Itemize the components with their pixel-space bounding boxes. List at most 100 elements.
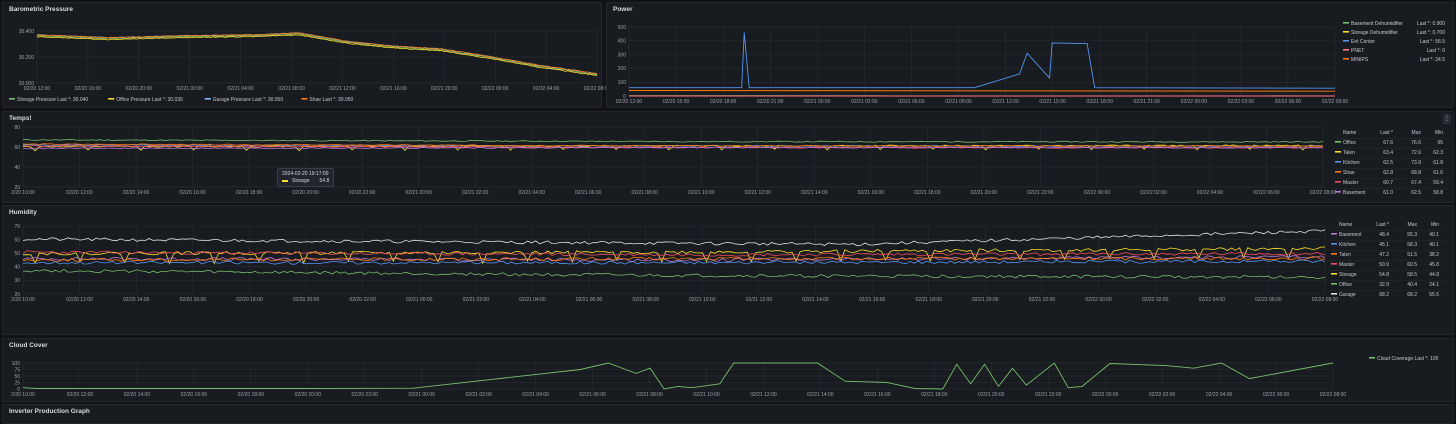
legend-swatch <box>1335 171 1341 173</box>
legend-swatch <box>1331 253 1337 255</box>
legend-name: Master <box>1339 262 1355 268</box>
legend-min: 65 <box>1437 140 1443 146</box>
legend-min: 44.8 <box>1429 272 1439 278</box>
y-tick-label: 100 <box>618 80 627 86</box>
legend-min: 61.6 <box>1433 170 1443 176</box>
y-tick-label: 30.400 <box>19 29 35 35</box>
x-tick-label: 02/21 16:00 <box>380 86 407 92</box>
legend-swatch <box>108 98 114 100</box>
legend-max: 73.9 <box>1411 160 1421 166</box>
x-tick-label: 02/21 00:00 <box>405 190 432 196</box>
x-tick-label: 02/21 20:00 <box>971 190 998 196</box>
x-tick-label: 02/21 00:00 <box>408 392 435 398</box>
legend-header: Name <box>1339 222 1353 228</box>
x-tick-label: 02/21 18:00 <box>1086 99 1113 105</box>
x-tick-label: 02/21 14:00 <box>807 392 834 398</box>
legend-swatch <box>1343 49 1349 51</box>
legend-name: Storage Dehumidifier <box>1351 30 1398 36</box>
legend-header: Max <box>1412 130 1422 136</box>
y-tick-label: 70 <box>14 224 20 230</box>
y-tick-label: 500 <box>618 25 627 31</box>
x-tick-label: 02/22 08:00 <box>1320 392 1347 398</box>
legend-min: 55.6 <box>1429 292 1439 298</box>
legend-swatch <box>1331 233 1337 235</box>
legend-swatch <box>1331 293 1337 295</box>
x-tick-label: 02/21 04:00 <box>227 86 254 92</box>
legend-swatch <box>301 98 307 100</box>
x-tick-label: 02/22 00:00 <box>1084 190 1111 196</box>
legend-last: 50.9 <box>1379 262 1389 268</box>
x-tick-label: 02/21 12:00 <box>992 99 1019 105</box>
y-tick-label: 75 <box>14 367 20 373</box>
series-line <box>23 257 1325 262</box>
legend-max: 67.4 <box>1411 180 1421 186</box>
legend-swatch <box>1335 181 1341 183</box>
legend-last: 32.9 <box>1379 282 1389 288</box>
legend-label: Office Pressure Last *: 30.030 <box>116 97 183 103</box>
x-tick-label: 02/21 10:00 <box>693 392 720 398</box>
legend-name: Kitchen <box>1343 160 1360 166</box>
legend-header: Max <box>1408 222 1418 228</box>
x-tick-label: 02/21 22:00 <box>1027 190 1054 196</box>
x-tick-label: 02/21 12:00 <box>329 86 356 92</box>
x-tick-label: 02/21 06:00 <box>575 190 602 196</box>
legend-swatch <box>1331 243 1337 245</box>
legend-swatch <box>205 98 211 100</box>
x-tick-label: 02/22 06:00 <box>1263 392 1290 398</box>
legend-min: 24.1 <box>1429 282 1439 288</box>
x-tick-label: 2/20 10:00 <box>11 392 35 398</box>
legend-max: 55.3 <box>1407 232 1417 238</box>
x-tick-label: 02/22 08:00 <box>1310 190 1337 196</box>
y-tick-label: 25 <box>14 380 20 386</box>
legend-max: 58.3 <box>1407 242 1417 248</box>
series-line <box>23 269 1325 278</box>
x-tick-label: 02/20 14:00 <box>123 297 150 303</box>
x-tick-label: 02/22 02:00 <box>1140 190 1167 196</box>
legend-swatch <box>1335 141 1341 143</box>
legend-min: 61.8 <box>1433 160 1443 166</box>
legend-swatch <box>1331 283 1337 285</box>
legend-label: Storage Pressure Last *: 30.040 <box>17 97 88 103</box>
legend-name: Basement <box>1343 190 1366 196</box>
x-tick-label: 02/21 00:00 <box>804 99 831 105</box>
legend-swatch <box>1331 273 1337 275</box>
x-tick-label: 02/21 22:00 <box>1035 392 1062 398</box>
legend-swatch <box>1335 151 1341 153</box>
legend-last: 47.2 <box>1379 252 1389 258</box>
legend-min: 62.3 <box>1433 150 1443 156</box>
legend-label: Shae Last *: 30.050 <box>309 97 353 103</box>
panel-inverter-production: Inverter Production Graph <box>2 404 1454 424</box>
x-tick-label: 02/20 14:00 <box>123 190 150 196</box>
x-tick-label: 02/21 02:00 <box>465 392 492 398</box>
legend-last: 54.8 <box>1379 272 1389 278</box>
panel-title: Inverter Production Graph <box>9 408 90 415</box>
legend-name: Office <box>1339 282 1352 288</box>
legend-max: 51.5 <box>1407 252 1417 258</box>
x-tick-label: 02/21 22:00 <box>1029 297 1056 303</box>
y-tick-label: 40 <box>14 265 20 271</box>
legend-header: Name <box>1343 130 1357 136</box>
legend-last: 68.2 <box>1379 292 1389 298</box>
legend-last: 61.0 <box>1383 190 1393 196</box>
legend-label: Garage Pressure Last *: 30.050 <box>213 97 284 103</box>
legend-header: Last * <box>1380 130 1393 136</box>
tooltip-series: Storage <box>292 178 310 184</box>
x-tick-label: 02/21 14:00 <box>802 297 829 303</box>
x-tick-label: 02/21 00:00 <box>177 86 204 92</box>
legend-name: Master <box>1343 180 1359 186</box>
x-tick-label: 02/22 04:00 <box>1206 392 1233 398</box>
x-tick-label: 02/21 18:00 <box>914 190 941 196</box>
legend-swatch <box>1343 31 1349 33</box>
legend-name: MINIPS <box>1351 57 1369 63</box>
x-tick-label: 02/22 02:00 <box>1149 392 1176 398</box>
x-tick-label: 02/22 04:00 <box>1197 190 1224 196</box>
x-tick-label: 02/21 12:00 <box>745 190 772 196</box>
legend-last: Last *: 56.5 <box>1420 39 1446 45</box>
x-tick-label: 02/21 08:00 <box>632 190 659 196</box>
x-tick-label: 02/20 20:00 <box>126 86 153 92</box>
y-tick-label: 300 <box>618 52 627 58</box>
